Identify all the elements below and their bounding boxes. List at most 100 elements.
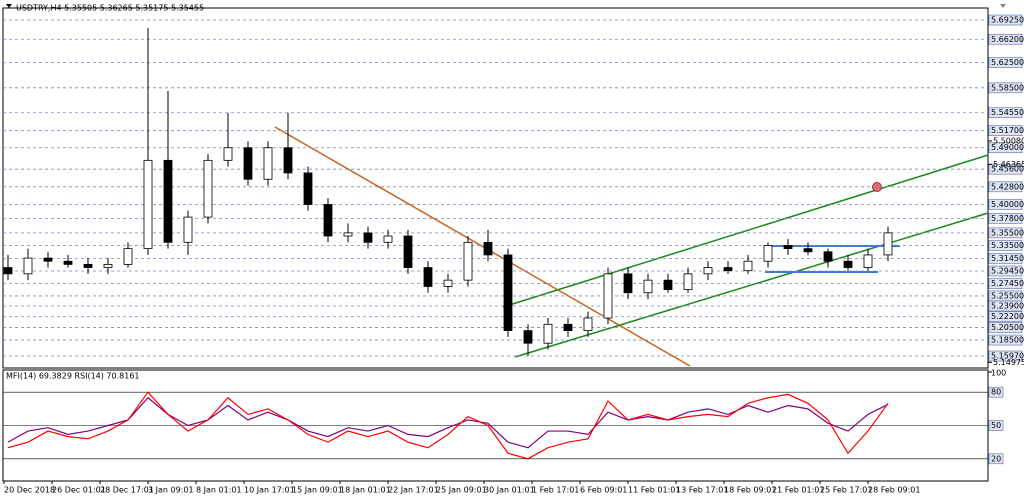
x-tick-label: 18 Feb 09:01 <box>724 486 776 495</box>
candle-body <box>523 330 533 344</box>
x-tick-label: 28 Feb 09:01 <box>868 486 920 495</box>
candle-body <box>103 263 113 268</box>
candle-body <box>243 147 253 180</box>
level-box <box>988 57 1023 68</box>
candle-body <box>23 257 33 275</box>
corner-arrow <box>1000 4 1006 8</box>
level-box <box>988 125 1023 136</box>
level-label: 5.27450 <box>991 279 1024 288</box>
level-box <box>988 142 1023 154</box>
candle-body <box>703 267 713 275</box>
level-label: 5.29450 <box>991 267 1024 276</box>
level-label: 5.42800 <box>991 182 1024 191</box>
level-label: 5.69250 <box>991 16 1024 25</box>
candle-body <box>743 260 753 272</box>
level-label: 5.25500 <box>991 291 1024 300</box>
candle-body <box>463 241 473 281</box>
candle-body <box>603 273 613 319</box>
level-label: 5.20500 <box>991 323 1024 332</box>
level-label: 5.58500 <box>991 83 1024 92</box>
level-box <box>988 350 1023 362</box>
menu-arrow[interactable] <box>6 4 12 8</box>
level-box <box>988 107 1023 119</box>
x-tick-label: 25 Jan 09:01 <box>436 486 487 495</box>
candle-body <box>383 235 393 243</box>
candle-body <box>623 273 633 294</box>
level-label: 5.15970 <box>991 352 1024 361</box>
candle-body <box>123 248 133 265</box>
x-tick-label: 3 Jan 09:01 <box>148 486 194 495</box>
x-tick-label: 10 Jan 17:01 <box>244 486 295 495</box>
level-box <box>988 82 1023 94</box>
level-label: 5.62500 <box>991 58 1024 67</box>
level-label: 5.49000 <box>991 143 1024 152</box>
level-box <box>988 213 1023 224</box>
y-tick-label: 5.14975 <box>993 358 1024 367</box>
candle-body <box>443 279 453 287</box>
trend-line <box>274 126 691 367</box>
y-tick-label: 50 <box>991 421 1001 430</box>
candle-body <box>823 251 833 262</box>
level-label: 5.31450 <box>991 254 1024 263</box>
x-tick-label: 18 Jan 01:01 <box>340 486 391 495</box>
level-box <box>988 300 1023 312</box>
candle-body <box>863 254 873 268</box>
x-tick-label: 21 Feb 01:01 <box>772 486 824 495</box>
candle-body <box>203 159 213 218</box>
level-label: 5.40000 <box>991 200 1024 209</box>
x-tick-label: 22 Jan 17:01 <box>388 486 439 495</box>
candle-body <box>363 232 373 243</box>
x-tick-label: 28 Dec 17:01 <box>100 486 154 495</box>
channel-lower <box>514 212 989 358</box>
level-label: 5.23900 <box>991 302 1024 311</box>
indicator-line <box>7 396 889 449</box>
tick-box <box>988 420 1004 431</box>
candle-body <box>643 279 653 294</box>
candle-body <box>783 245 793 250</box>
candle-body <box>843 260 853 268</box>
level-box <box>988 227 1023 239</box>
level-label: 5.35500 <box>991 228 1024 237</box>
candle-body <box>803 248 813 253</box>
level-box <box>988 181 1023 193</box>
x-tick-label: 25 Feb 17:01 <box>820 486 872 495</box>
candle-body <box>223 147 233 161</box>
candle-body <box>543 323 553 344</box>
candle-body <box>323 204 333 237</box>
candle-body <box>343 232 353 237</box>
candle-body <box>83 263 93 268</box>
y-tick-label: 5.50080 <box>993 136 1024 145</box>
candle-body <box>883 232 893 256</box>
candle-body <box>3 267 13 275</box>
drawings <box>274 126 989 367</box>
level-label: 5.18500 <box>991 336 1024 345</box>
level-label: 5.37800 <box>991 214 1024 223</box>
level-box <box>988 240 1023 251</box>
y-tick-label: 80 <box>991 388 1001 397</box>
x-tick-label: 11 Feb 01:01 <box>628 486 680 495</box>
level-label: 5.22200 <box>991 312 1024 321</box>
candle-body <box>723 267 733 272</box>
level-box <box>988 253 1023 264</box>
candle-body <box>143 159 153 250</box>
y-tick-label: 20 <box>991 454 1001 463</box>
x-tick-label: 26 Dec 01:01 <box>52 486 106 495</box>
level-box <box>988 14 1023 26</box>
tick-box <box>988 386 1004 398</box>
candle-body <box>683 273 693 291</box>
candle-body <box>663 279 673 291</box>
candle-body <box>423 267 433 287</box>
level-label: 5.45600 <box>991 165 1024 174</box>
level-box <box>988 311 1023 323</box>
x-tick-label: 8 Jan 01:01 <box>196 486 242 495</box>
channel-upper <box>502 154 989 308</box>
candle-body <box>183 216 193 243</box>
indicator-line <box>7 391 889 460</box>
candle-body <box>63 260 73 265</box>
y-tick-label: 5.46365 <box>993 160 1024 169</box>
x-tick-label: 15 Jan 09:01 <box>292 486 343 495</box>
level-box <box>988 322 1023 333</box>
candle-body <box>163 159 173 243</box>
level-box <box>988 334 1023 346</box>
